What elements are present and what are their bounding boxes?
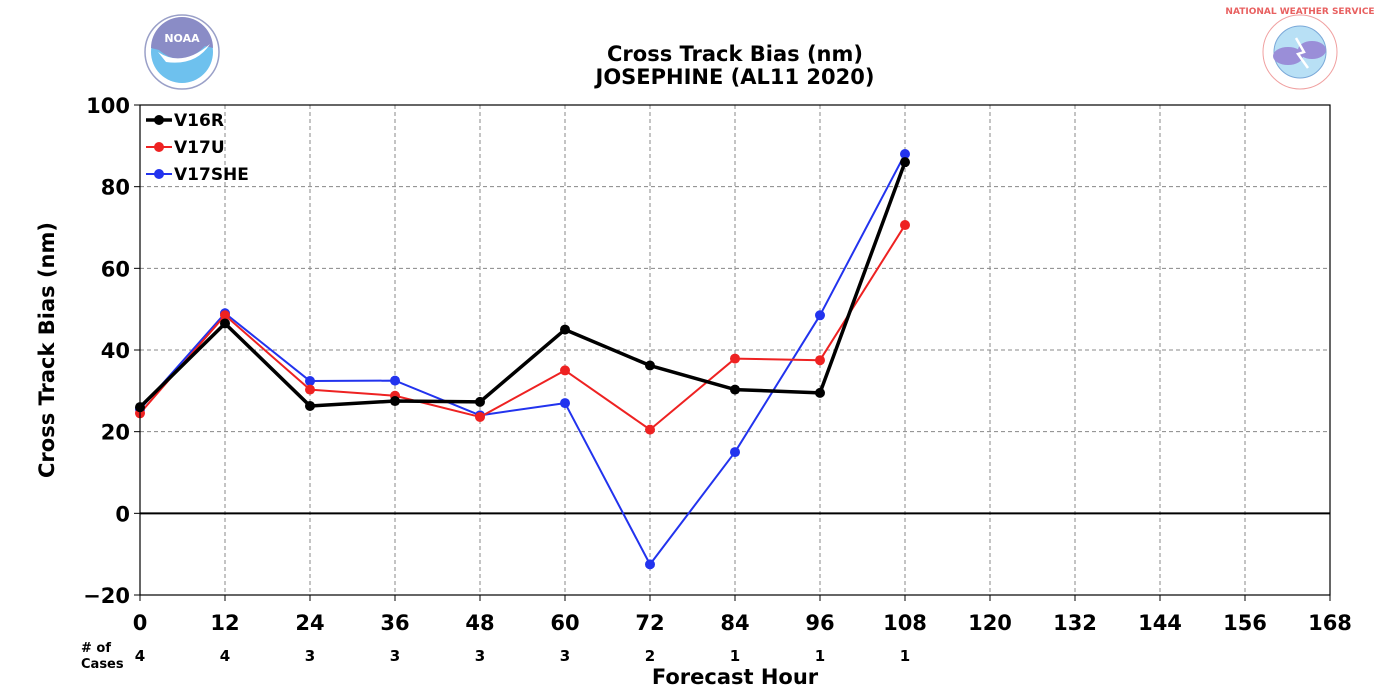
legend-marker-v17she <box>154 169 164 179</box>
case-count: 2 <box>645 647 655 665</box>
chart-subtitle: JOSEPHINE (AL11 2020) <box>594 65 875 89</box>
x-tick-label: 60 <box>550 611 579 635</box>
series-v17u <box>135 220 910 435</box>
case-count: 1 <box>900 647 910 665</box>
x-tick-label: 108 <box>883 611 927 635</box>
y-tick-label: 100 <box>86 94 130 118</box>
data-point-v17she <box>900 149 910 159</box>
x-tick-label: 72 <box>635 611 664 635</box>
data-point-v17she <box>305 376 315 387</box>
y-tick-label: 20 <box>101 421 130 445</box>
data-point-v17she <box>730 447 740 458</box>
data-point-v17she <box>815 310 825 321</box>
x-axis-label: Forecast Hour <box>652 665 819 689</box>
legend-label-v17she: V17SHE <box>174 165 249 185</box>
y-tick-label: 60 <box>101 257 130 281</box>
data-point-v16r <box>390 396 400 407</box>
x-tick-label: 132 <box>1053 611 1097 635</box>
series-line-v17u <box>139 224 906 431</box>
case-count: 3 <box>475 647 485 665</box>
x-tick-label: 168 <box>1308 611 1352 635</box>
x-tick-label: 24 <box>295 611 324 635</box>
data-point-v17u <box>730 353 740 364</box>
chart-title: Cross Track Bias (nm) <box>607 42 863 66</box>
data-point-v17u <box>815 355 825 366</box>
legend-entry-v17u: V17U <box>146 138 225 158</box>
data-point-v17u <box>560 365 570 376</box>
y-tick-labels: −20 0 20 40 60 80 100 <box>83 94 140 608</box>
case-count: 1 <box>730 647 740 665</box>
x-tick-label: 96 <box>805 611 834 635</box>
legend-marker-v16r <box>154 115 164 125</box>
data-point-v16r <box>900 157 910 168</box>
noaa-logo-text: NOAA <box>164 32 200 45</box>
data-point-v16r <box>560 324 570 335</box>
x-tick-label: 36 <box>380 611 409 635</box>
data-point-v16r <box>730 384 740 395</box>
data-point-v16r <box>645 360 655 371</box>
cases-label: # of Cases <box>81 641 124 672</box>
case-count: 3 <box>305 647 315 665</box>
series-v16r <box>135 157 910 413</box>
data-point-v17she <box>645 559 655 570</box>
case-count: 4 <box>220 647 230 665</box>
data-point-v16r <box>475 396 485 407</box>
data-point-v17u <box>305 384 315 395</box>
case-count: 4 <box>135 647 145 665</box>
y-tick-label: 80 <box>101 176 130 200</box>
x-tick-label: 12 <box>210 611 239 635</box>
x-tick-label: 48 <box>465 611 494 635</box>
data-point-v16r <box>220 318 230 329</box>
x-tick-label: 156 <box>1223 611 1267 635</box>
legend: V16R V17U V17SHE <box>146 111 249 185</box>
x-tick-label: 144 <box>1138 611 1182 635</box>
x-tick-label: 120 <box>968 611 1012 635</box>
legend-entry-v16r: V16R <box>146 111 224 131</box>
data-point-v17she <box>560 398 570 409</box>
y-tick-label: −20 <box>83 584 130 608</box>
data-point-v16r <box>815 387 825 398</box>
legend-label-v17u: V17U <box>174 138 225 158</box>
y-axis-label: Cross Track Bias (nm) <box>35 222 59 478</box>
series-line-v16r <box>138 161 907 409</box>
noaa-logo: NOAA <box>144 14 220 90</box>
nws-logo-text: NATIONAL WEATHER SERVICE <box>1225 7 1374 17</box>
national-weather-service-logo: NATIONAL WEATHER SERVICE <box>1225 7 1375 90</box>
case-count: 3 <box>560 647 570 665</box>
legend-label-v16r: V16R <box>174 111 224 131</box>
y-tick-label: 40 <box>101 339 130 363</box>
case-count: 1 <box>815 647 825 665</box>
series-lines <box>135 149 910 570</box>
series-line-v17she <box>139 153 906 566</box>
x-tick-labels: 0 12 24 36 48 60 72 84 96 108 120 132 144 156 168 <box>133 595 1352 635</box>
data-point-v17she <box>390 375 400 386</box>
data-point-v17u <box>645 424 655 435</box>
data-point-v17u <box>475 411 485 422</box>
x-tick-label: 84 <box>720 611 749 635</box>
data-point-v17u <box>220 310 230 321</box>
legend-entry-v17she: V17SHE <box>146 165 249 185</box>
case-count: 3 <box>390 647 400 665</box>
x-tick-label: 0 <box>133 611 148 635</box>
y-tick-label: 0 <box>115 502 130 526</box>
data-point-v16r <box>305 400 315 411</box>
case-counts: 4 4 3 3 3 3 2 1 1 1 <box>135 647 910 665</box>
legend-marker-v17u <box>154 142 164 152</box>
data-point-v17u <box>900 220 910 231</box>
